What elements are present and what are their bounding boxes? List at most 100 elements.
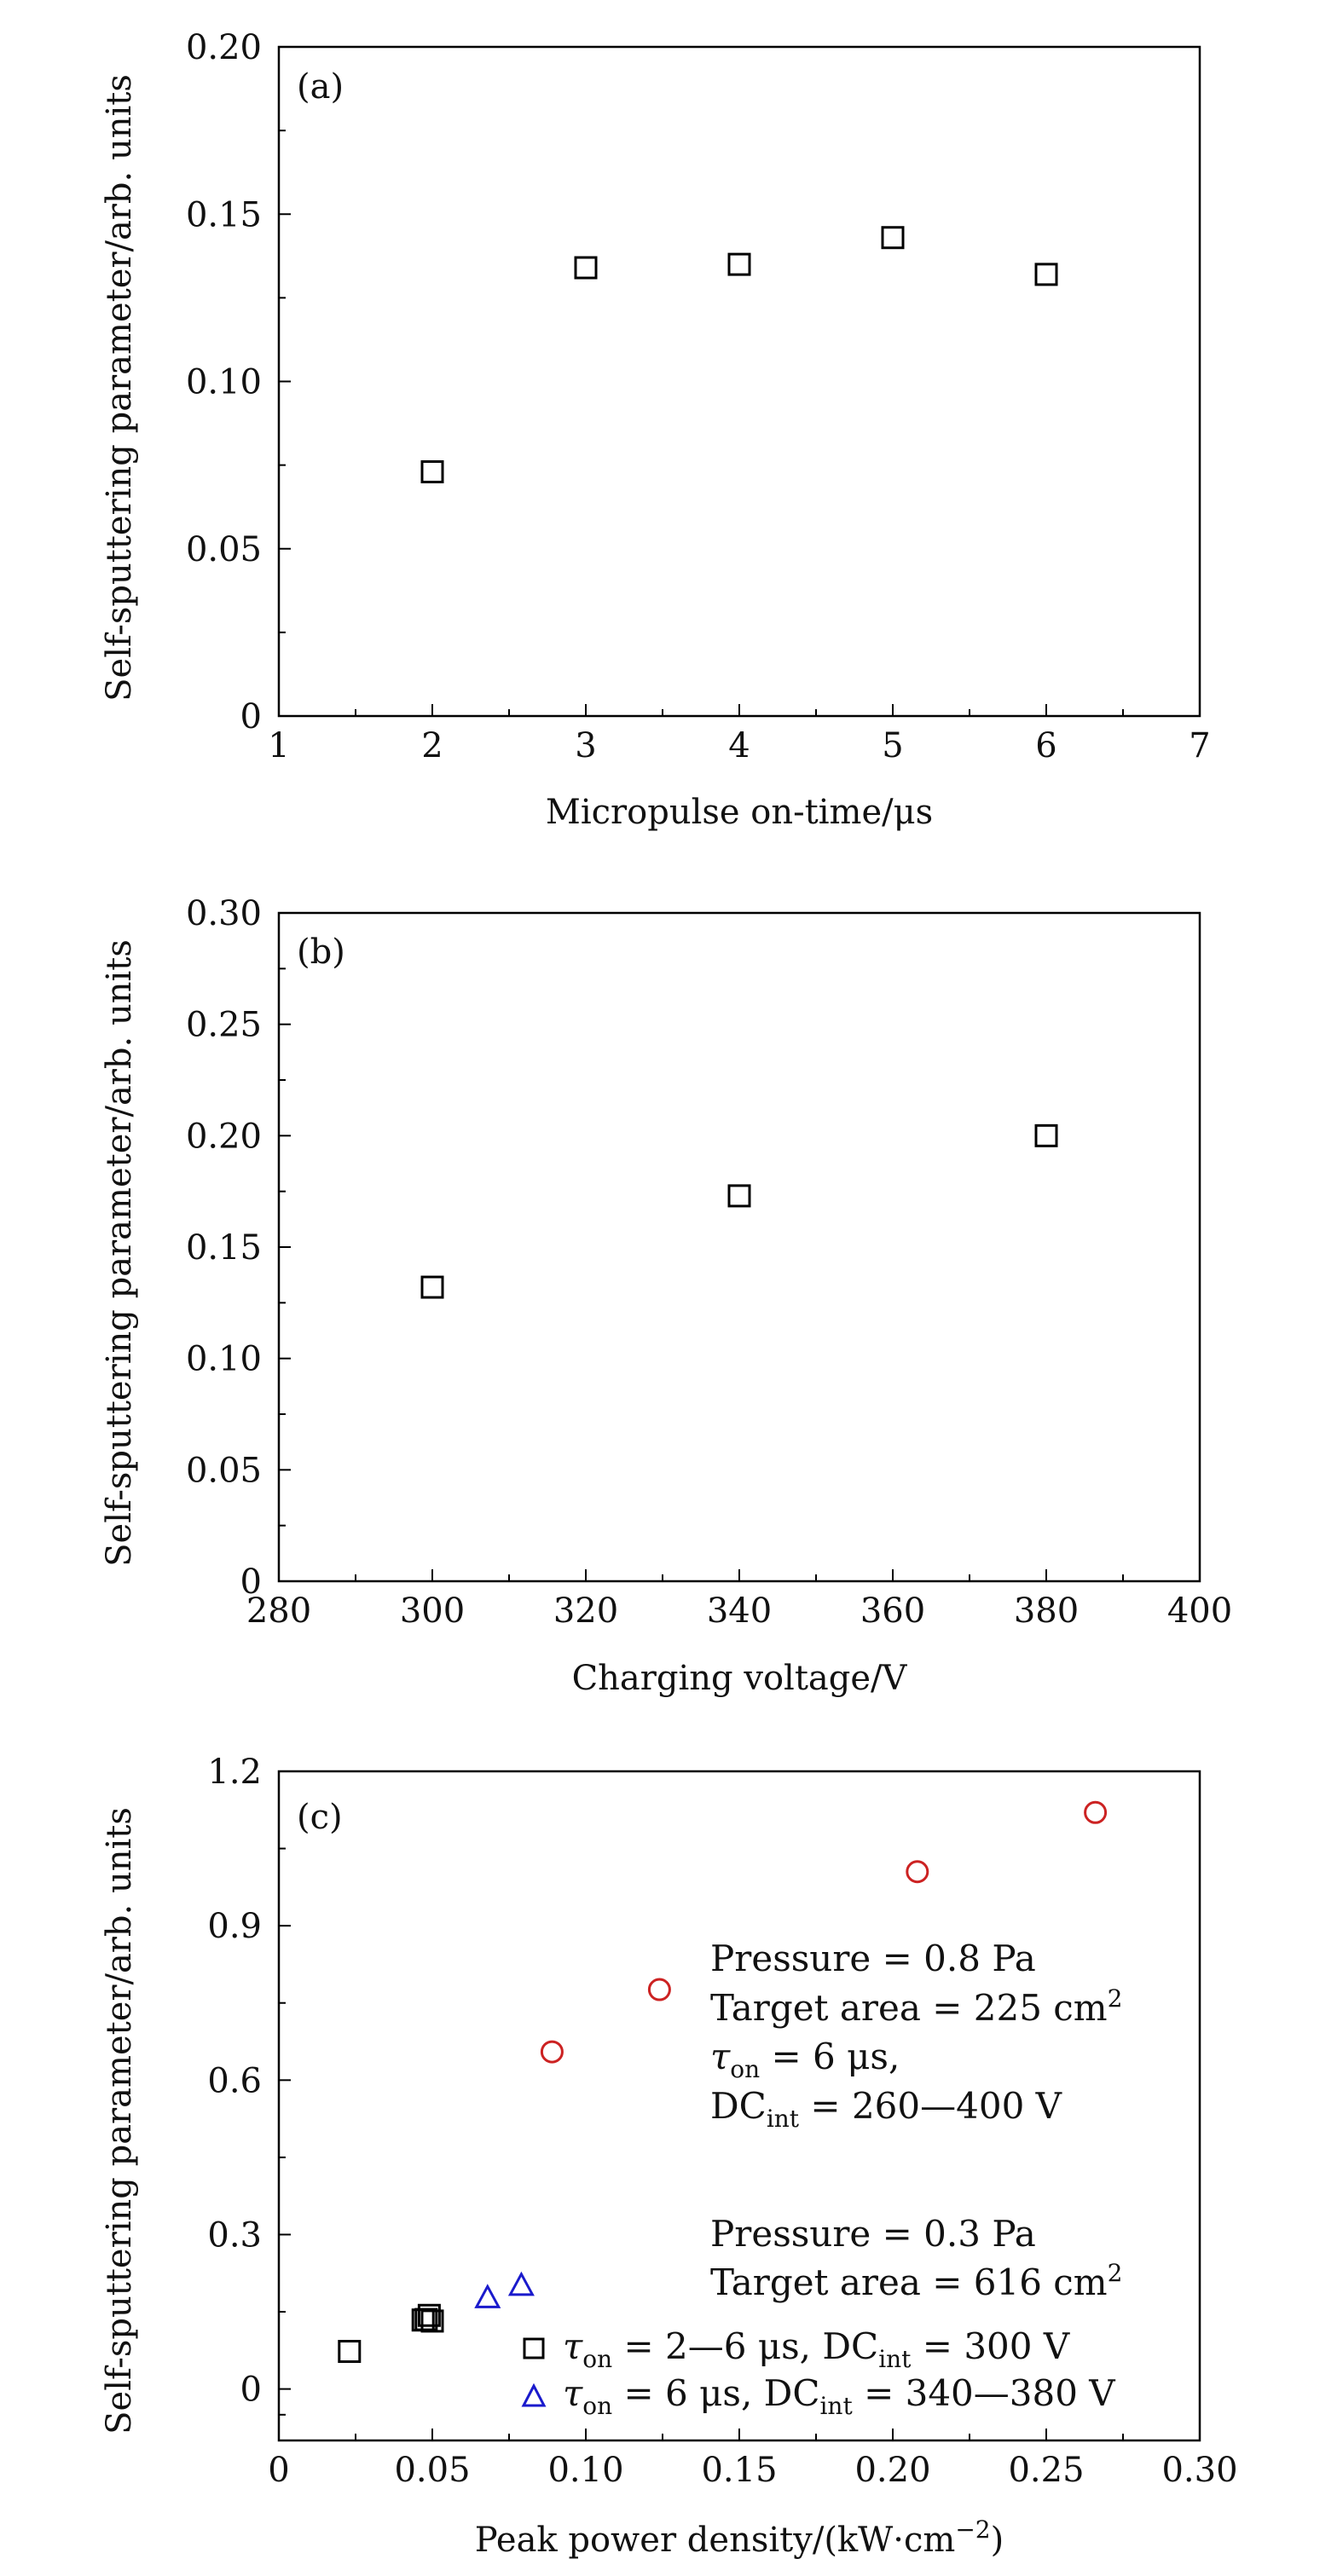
legend-entry-2-dc-sub: int [819,2392,853,2420]
panel-c-triangle-point [474,2284,501,2308]
panel-b-y-tick-label: 0.25 [186,1006,262,1045]
panel-c-marks: 0 0.05 0.10 0.15 0.20 0.25 0.30 0 0.3 0.6 0.9 1.2 [207,1753,1237,2490]
panel-c-circle-point [906,1860,929,1884]
panel-b-y-tick-label: 0.10 [186,1340,262,1379]
panel-b-y-tick-label: 0.15 [186,1228,262,1268]
legend-entry-1-end: = 300 V [911,2325,1069,2367]
panel-b-x-tick-label: 360 [860,1591,925,1631]
panel-c-x-axis-label: Peak power density/(kW·cm−2) [475,2515,1004,2560]
panel-c-x-tick-label: 0.30 [1161,2451,1237,2490]
panel-b-x-tick-label: 320 [553,1591,618,1631]
panel-b-y-tick-label: 0 [240,1562,262,1602]
panel-a-x-axis-label: Micropulse on-time/μs [546,793,933,832]
panel-b-label: (b) [297,933,345,972]
panel-c-square-point [420,2309,444,2333]
panel-a-x-tick-label: 5 [882,726,903,765]
panel-a-square-point [420,459,444,483]
legend-entry-2: τon = 6 μs, DCint = 340—380 V [563,2372,1115,2420]
panel-a-x-tick-label: 2 [421,726,443,765]
annotation-target-area-2: Target area = 616 cm2 [710,2259,1122,2303]
panel-a-x-tick-label: 3 [575,726,596,765]
panel-c-y-tick-label: 0.6 [207,2061,262,2100]
panel-c-x-axis-label-sup: −2 [955,2515,990,2544]
annotation-pressure-1: Pressure = 0.8 Pa [710,1938,1036,1979]
legend-triangle-marker [521,2383,547,2407]
legend-entry-2-end: = 340—380 V [853,2372,1116,2414]
panel-b-x-tick-label: 340 [707,1591,772,1631]
panel-b-y-tick-label: 0.05 [186,1451,262,1490]
annotation-dc-1-rest: = 260—400 V [799,2085,1062,2127]
panel-a-y-axis-label: Self-sputtering parameter/arb. units [100,74,139,702]
panel-c-x-axis-label-end: ) [991,2521,1004,2560]
panel-c-x-tick-label: 0 [268,2451,289,2490]
panel-b-x-tick-label: 280 [246,1591,311,1631]
panel-a: 1 2 3 4 5 6 7 0 0.05 0.10 0.15 0.20 (a) Micropulse … [100,28,1211,832]
annotation-tau-1: τon = 6 μs, [710,2036,900,2083]
panel-a-square-point [881,226,905,250]
panel-b: 280 300 320 340 360 380 400 0 0.05 0.10 0.15 0.20 0.… [100,894,1232,1698]
panel-a-square-point [727,252,751,276]
legend-entry-2-tau: τ [563,2372,583,2414]
panel-a-marks: 1 2 3 4 5 6 7 0 0.05 0.10 0.15 0.20 [186,28,1211,765]
panel-c-square-point [417,2303,441,2327]
annotation-target-area-2-sup: 2 [1108,2259,1123,2287]
annotation-target-area-1: Target area = 225 cm2 [710,1984,1122,2029]
annotation-pressure-2: Pressure = 0.3 Pa [710,2213,1036,2255]
panel-c-y-tick-label: 0.9 [207,1907,262,1946]
annotation-tau-1-sub: on [730,2055,760,2083]
panel-a-label: (a) [297,67,344,107]
panel-c-x-tick-label: 0.20 [854,2451,930,2490]
legend-entry-1-tau-sub: on [582,2345,612,2373]
panel-a-y-tick-label: 0.20 [186,28,262,67]
panel-b-x-tick-label: 380 [1014,1591,1079,1631]
panel-a-y-tick-label: 0.05 [186,530,262,569]
panel-c-triangle-point [507,2271,535,2296]
legend-square-marker [523,2337,545,2359]
panel-c-square-point [338,2340,362,2364]
annotation-target-area-1-main: Target area = 225 cm [710,1987,1108,2029]
panel-b-square-point [727,1184,751,1208]
legend-entry-2-tau-sub: on [582,2392,612,2420]
panel-a-x-tick-label: 7 [1189,726,1210,765]
panel-b-y-tick-label: 0.20 [186,1117,262,1156]
panel-c-x-tick-label: 0.10 [547,2451,623,2490]
panel-c: 0 0.05 0.10 0.15 0.20 0.25 0.30 0 0.3 0.6 0.9 1.2 (… [100,1753,1238,2560]
legend-entry-1-tau: τ [563,2325,583,2367]
panel-c-y-tick-label: 0.3 [207,2215,262,2255]
panel-c-x-axis-label-main: Peak power density/(kW·cm [475,2521,956,2560]
panel-c-x-tick-label: 0.05 [394,2451,470,2490]
legend-entry-1-text: = 2—6 μs, DC [612,2325,878,2367]
annotation-tau-1-rest: = 6 μs, [760,2036,900,2077]
panel-b-y-tick-label: 0.30 [186,894,262,933]
panel-a-y-tick-label: 0.15 [186,195,262,234]
panel-b-square-point [1034,1123,1058,1147]
panel-a-x-tick-label: 4 [728,726,750,765]
panel-b-y-axis-label: Self-sputtering parameter/arb. units [100,939,139,1567]
annotation-tau-1-symbol: τ [710,2036,731,2077]
panel-a-x-tick-label: 6 [1035,726,1056,765]
panel-c-circle-point [1084,1800,1108,1824]
panel-c-label: (c) [297,1798,343,1837]
legend-entry-1-dc-sub: int [878,2345,912,2373]
panel-a-y-tick-label: 0.10 [186,363,262,402]
panel-c-y-tick-label: 1.2 [207,1753,262,1792]
panel-b-square-point [420,1275,444,1299]
annotation-dc-1-main: DC [710,2085,767,2127]
legend-entry-1: τon = 2—6 μs, DCint = 300 V [563,2325,1070,2373]
panel-a-y-tick-label: 0 [240,697,262,736]
legend-entry-2-text: = 6 μs, DC [612,2372,819,2414]
panel-a-frame [277,45,1201,718]
annotation-target-area-1-sup: 2 [1108,1984,1123,2013]
panel-a-square-point [1034,263,1058,286]
annotation-dc-1-sub: int [767,2105,800,2133]
panel-b-x-axis-label: Charging voltage/V [572,1659,908,1698]
panel-a-x-tick-label: 1 [268,726,289,765]
panel-c-square-point [414,2307,438,2331]
panel-c-y-axis-label: Self-sputtering parameter/arb. units [100,1807,139,2434]
legend: τon = 2—6 μs, DCint = 300 V τon = 6 μs, … [521,2325,1115,2420]
panel-c-x-tick-label: 0.15 [701,2451,777,2490]
panel-b-marks: 280 300 320 340 360 380 400 0 0.05 0.10 0.15 0.20 0.… [186,894,1232,1631]
panel-c-circle-point [540,2040,564,2064]
panel-a-square-point [574,256,598,280]
